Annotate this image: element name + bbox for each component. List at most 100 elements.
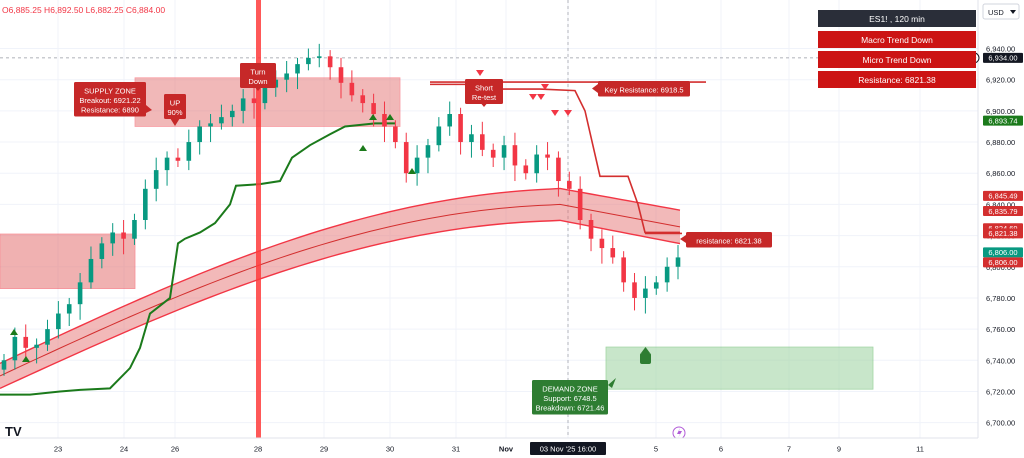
resistance-label: resistance: 6821.38 xyxy=(686,232,772,248)
price-tag xyxy=(983,52,1023,63)
demand-marker-tip xyxy=(641,347,650,353)
short-retest-label-text: Re-test xyxy=(472,93,497,102)
lightning-icon-glyph xyxy=(677,428,682,438)
up-90-label-bg xyxy=(164,94,186,119)
short-retest-label-text: Short xyxy=(475,84,494,93)
candle-body xyxy=(436,126,442,146)
candle-body xyxy=(186,142,192,161)
micro-trend-label: Micro Trend Down xyxy=(863,55,932,65)
candle-body xyxy=(23,336,29,348)
x-tick-label: 11 xyxy=(916,445,924,454)
up-90-label-text: UP xyxy=(170,99,180,108)
candle-body xyxy=(653,282,659,289)
candle-body xyxy=(414,157,420,174)
candle-body xyxy=(316,56,322,58)
candle-body xyxy=(45,329,50,345)
candle-body xyxy=(458,114,463,143)
turn-down-label-text: Turn xyxy=(250,68,265,77)
candle-body xyxy=(262,87,268,104)
buy-signal-icon xyxy=(22,356,30,362)
demand-marker-icon xyxy=(640,353,651,364)
ma-band xyxy=(0,188,680,389)
candle-body xyxy=(382,114,387,127)
x-tick-label: 23 xyxy=(54,445,62,454)
ma-band-upper xyxy=(0,187,681,365)
symbol-timeframe-label: ES1! , 120 min xyxy=(869,14,925,24)
y-tick-label: 6,940.00 xyxy=(986,45,1015,54)
x-tick-label: 6 xyxy=(719,445,723,454)
candle-body xyxy=(566,181,572,189)
candle-body xyxy=(360,95,366,104)
buy-signal-icon xyxy=(10,329,18,335)
demand-zone-label-text: DEMAND ZONE xyxy=(542,385,597,394)
trend-panel-row xyxy=(818,71,976,88)
buy-signal-icon xyxy=(386,114,394,120)
candle-body xyxy=(632,282,637,298)
turn-down-pointer xyxy=(253,85,263,91)
candle-body xyxy=(175,157,181,161)
trend-panel-row xyxy=(818,51,976,68)
candle-body xyxy=(469,134,474,143)
up-90-label-text: 90% xyxy=(167,108,182,117)
key-resistance-pointer xyxy=(592,84,598,93)
x-tick-label: 29 xyxy=(320,445,328,454)
y-tick-label: 6,860.00 xyxy=(986,169,1015,178)
sell-signal-icon xyxy=(551,110,559,116)
price-tag xyxy=(983,115,1023,126)
candle-body xyxy=(34,344,39,348)
candle-body xyxy=(664,266,670,283)
tradingview-logo: TV xyxy=(5,424,22,439)
y-tick-label: 6,920.00 xyxy=(986,76,1015,85)
candle-body xyxy=(523,165,529,174)
resistance-pointer xyxy=(680,235,686,243)
candle-body xyxy=(534,154,539,174)
candle-body xyxy=(501,145,507,158)
candle-body xyxy=(447,114,453,127)
candle-body xyxy=(295,64,300,74)
candle-body xyxy=(480,134,485,150)
ma-band-mid xyxy=(0,203,681,377)
x-tick-label: 9 xyxy=(837,445,841,454)
demand-zone-label-text: Support: 6748.5 xyxy=(543,394,596,403)
y-tick-label: 6,880.00 xyxy=(986,138,1015,147)
price-tag-text: 6,845.49 xyxy=(988,192,1017,201)
candle-body xyxy=(588,220,594,239)
candle-body xyxy=(240,98,246,111)
time-cursor-tag xyxy=(530,442,606,455)
currency-selector[interactable]: USD xyxy=(982,3,1020,20)
candle-body xyxy=(675,257,681,267)
candle-body xyxy=(66,304,72,314)
x-tick-label: 26 xyxy=(171,445,179,454)
turn-down-label-text: Down xyxy=(248,77,267,86)
trend-panel-row xyxy=(818,31,976,48)
candle-body xyxy=(229,110,235,118)
candle-body xyxy=(99,243,105,259)
price-tag-text: 6,934.00 xyxy=(988,54,1017,63)
price-tag-text: 6,835.79 xyxy=(988,207,1017,216)
panel-resistance-label: Resistance: 6821.38 xyxy=(858,75,936,85)
candle-body xyxy=(545,154,550,158)
buy-signal-icon xyxy=(408,168,416,174)
candle-body xyxy=(621,257,626,283)
x-tick-label: Nov xyxy=(499,445,514,454)
ohlc-readout: O6,885.25 H6,892.50 L6,882.25 C6,884.00 xyxy=(2,5,165,15)
candle-body xyxy=(56,313,61,330)
candle-body xyxy=(393,126,398,143)
supply-zone-label-text: Breakout: 6921.22 xyxy=(79,96,140,105)
candle-body xyxy=(164,157,170,171)
candle-body xyxy=(643,288,648,298)
candle-body xyxy=(425,145,431,158)
price-tag xyxy=(983,247,1023,258)
candle-body xyxy=(512,145,518,166)
currency-selector-box xyxy=(982,3,1020,20)
y-tick-label: 6,740.00 xyxy=(986,356,1015,365)
candle-body xyxy=(251,98,257,104)
sell-signal-icon xyxy=(529,94,537,100)
buy-signal-icon xyxy=(359,145,367,151)
macro-trend-label: Macro Trend Down xyxy=(861,35,933,45)
x-tick-label: 28 xyxy=(254,445,262,454)
